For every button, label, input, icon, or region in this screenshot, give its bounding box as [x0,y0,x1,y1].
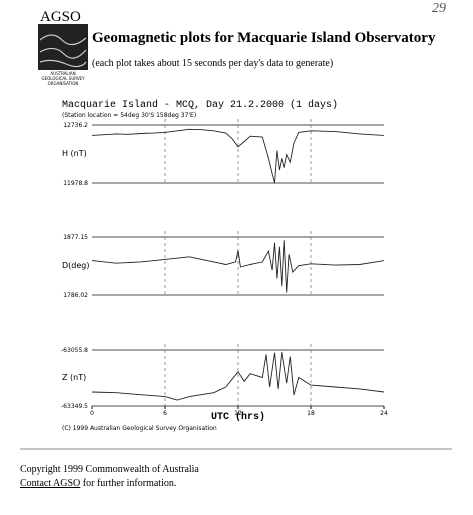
x-tick-label: 0 [90,410,94,417]
plot-title: Macquarie Island - MCQ, Day 21.2.2000 (1… [62,99,338,111]
logo-caption: GEOLOGICAL SURVEY [41,76,85,81]
y-label: Z (nT) [62,373,86,382]
x-tick-label: 18 [307,410,315,417]
y-label: H (nT) [62,149,87,158]
x-tick-label: 12 [234,410,242,417]
credit: (C) 1999 Australian Geological Survey Or… [62,425,217,432]
logo-caption: AUSTRALIAN [50,71,75,76]
station: (Station location = 54deg 30'S 158deg 37… [62,112,196,119]
y-tick-label: 1877.15 [63,234,88,241]
data-line [91,240,385,293]
logo-waves [39,34,87,68]
plots: 11978.8 12736.2 H (nT) 1786.02 1877.15 D(deg)… [61,119,388,423]
x-label: UTC (hrs) [211,411,265,423]
data-line [91,128,385,184]
y-tick-label: -63055.8 [61,347,88,354]
y-tick-label: 12736.2 [63,122,88,129]
page-title: Geomagnetic plots for Macquarie Island O… [92,30,436,46]
x-tick-label: 6 [163,410,167,417]
page-number: 29 [432,1,446,16]
y-tick-label: 1786.02 [63,292,88,299]
y-label: D(deg) [62,261,89,270]
subtitle: (each plot takes about 15 seconds per da… [92,58,333,69]
y-tick-label: 11978.8 [63,180,88,187]
contact-link[interactable]: Contact AGSO [20,478,80,489]
x-tick-label: 24 [380,410,388,417]
footer-rest: for further information. [80,478,176,489]
copyright: Copyright 1999 Commonwealth of Australia [20,464,199,475]
footer-text: Contact AGSO for further information. [20,478,176,489]
y-tick-label: -63349.5 [61,403,88,410]
logo-caption: ORGANISATION [48,81,79,86]
data-line [91,351,385,401]
logo-text: AGSO [40,9,81,25]
